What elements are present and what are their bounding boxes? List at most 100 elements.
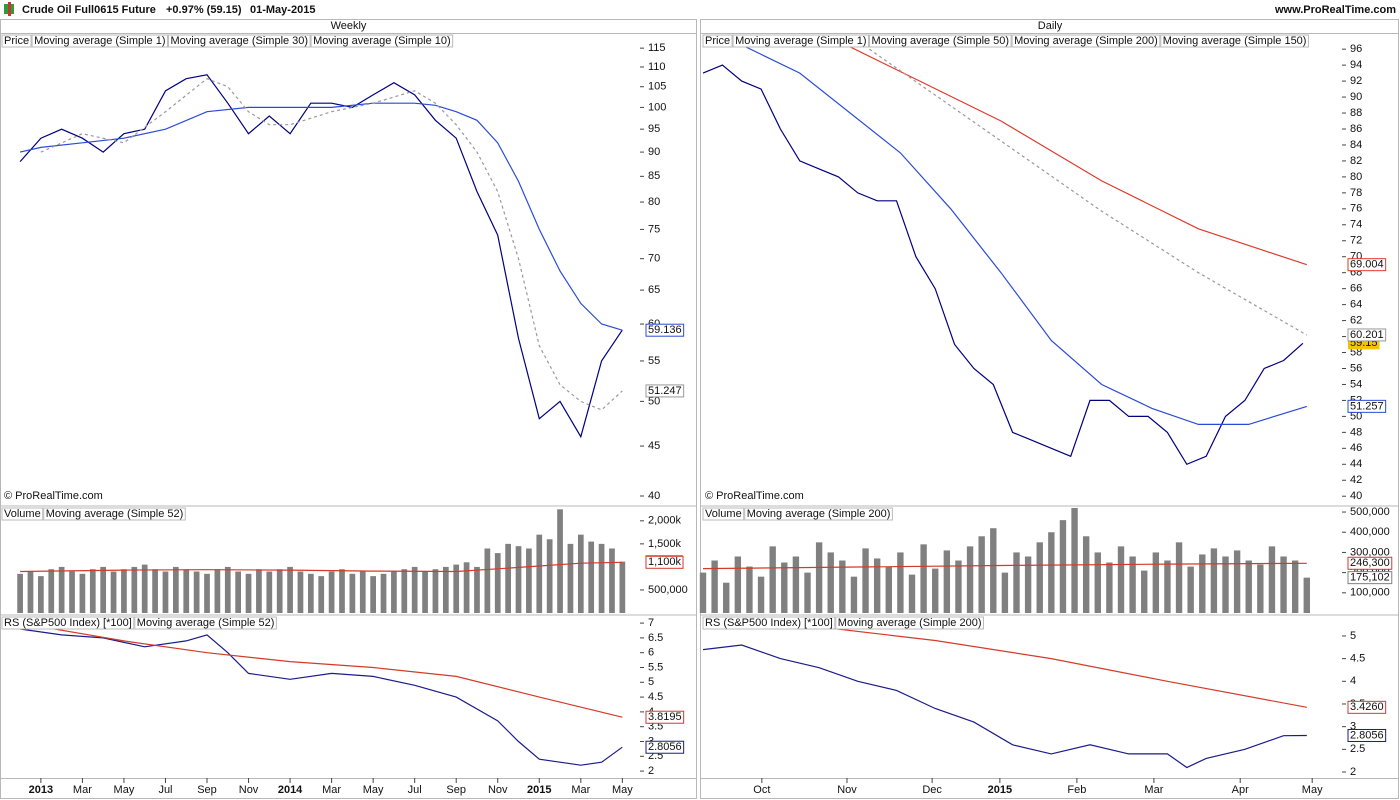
volume-bar: [990, 528, 997, 613]
y-tick-label: 94: [1350, 59, 1362, 71]
y-tick-label: 7: [648, 617, 654, 629]
y-tick-label: 74: [1350, 219, 1362, 231]
volume-bar: [1071, 508, 1078, 613]
volume-bar: [235, 571, 242, 613]
last-value-box: [645, 740, 685, 754]
legend-label: Moving average (Simple 52): [46, 508, 184, 520]
series-line: [869, 48, 1308, 336]
y-tick-label: 500,000: [648, 584, 688, 596]
legend-label: Volume: [705, 508, 742, 520]
volume-bar: [27, 571, 34, 613]
volume-bar: [1268, 546, 1276, 613]
volume-bar: [297, 571, 304, 613]
volume-bar: [453, 564, 460, 613]
volume-bar: [411, 566, 418, 613]
last-value-label: 3.8195: [648, 711, 682, 723]
instrument: Crude Oil Full0615 Future: [22, 4, 156, 16]
y-tick-label: 95: [648, 123, 660, 135]
volume-bar: [908, 574, 916, 613]
x-tick-label: 2015: [527, 784, 551, 796]
volume-bar: [769, 546, 776, 613]
x-tick-label: Mar: [73, 784, 92, 796]
volume-bar: [131, 566, 138, 613]
watermark: © ProRealTime.com: [705, 490, 804, 502]
volume-bar: [380, 573, 387, 613]
volume-bar: [48, 569, 55, 613]
volume-bar: [1082, 536, 1090, 613]
last-value-box: [645, 555, 684, 569]
volume-bar: [1175, 542, 1183, 613]
y-tick-label: 54: [1350, 378, 1362, 390]
volume-bar: [839, 560, 846, 613]
x-tick-label: May: [363, 784, 384, 796]
last-value-box: [645, 384, 685, 398]
last-value-label: 59.136: [648, 324, 682, 336]
legend-box: [702, 616, 836, 630]
last-value-label: 60.201: [1350, 329, 1384, 341]
volume-bar: [193, 571, 200, 613]
volume-bar: [567, 543, 574, 613]
volume-bar: [432, 569, 439, 613]
y-tick-label: 2: [648, 765, 654, 777]
y-tick-label: 2,000k: [648, 515, 682, 527]
x-tick-label: Nov: [837, 784, 857, 796]
volume-bar: [224, 566, 231, 613]
legend-label: Moving average (Simple 200): [838, 617, 982, 629]
y-tick-label: 58: [1350, 346, 1362, 358]
y-tick-label: 1,500k: [648, 538, 682, 550]
series-line: [19, 102, 623, 331]
y-tick-label: 4.5: [1350, 653, 1365, 665]
legend-box: [732, 34, 870, 48]
volume-bar: [422, 571, 428, 613]
last-value-box: [1347, 556, 1393, 570]
legend-box: [134, 616, 277, 630]
series-line: [19, 74, 623, 439]
x-tick-label: Sep: [197, 784, 217, 796]
series-line: [702, 644, 1307, 769]
y-tick-label: 62: [1350, 314, 1362, 326]
x-tick-label: Jul: [158, 784, 172, 796]
series-line: [20, 561, 623, 573]
last-value-label: 2.8056: [648, 741, 682, 753]
change: +0.97% (59.15): [166, 4, 242, 16]
legend-label: Volume: [4, 508, 41, 520]
volume-bar: [746, 566, 753, 613]
volume-bar: [287, 566, 293, 613]
y-tick-label: 42: [1350, 474, 1362, 486]
volume-bar: [58, 566, 65, 613]
legend-label: Price: [4, 35, 29, 47]
volume-bar: [141, 564, 148, 613]
volume-bar: [245, 573, 252, 613]
volume-bar: [307, 573, 314, 613]
legend-box: [310, 34, 454, 48]
y-tick-label: 64: [1350, 299, 1362, 311]
y-tick-label: 75: [648, 223, 660, 235]
volume-bar: [978, 536, 985, 613]
series-line: [838, 40, 1307, 266]
last-value-label: 51.257: [1350, 400, 1384, 412]
y-tick-label: 78: [1350, 187, 1362, 199]
x-tick-label: 2014: [278, 784, 303, 796]
legend-box: [43, 507, 186, 521]
volume-bar: [173, 566, 179, 613]
y-tick-label: 56: [1350, 362, 1362, 374]
volume-bar: [266, 571, 273, 613]
volume-bar: [1303, 577, 1310, 613]
y-tick-label: 55: [648, 355, 660, 367]
volume-bar: [89, 569, 96, 613]
volume-bar: [827, 552, 834, 613]
volume-bar: [515, 546, 522, 613]
watermark: © ProRealTime.com: [4, 490, 103, 502]
y-tick-label: 88: [1350, 107, 1362, 119]
y-tick-label: 5.5: [648, 661, 663, 673]
y-tick-label: 66: [1350, 283, 1362, 295]
legend-label: Moving average (Simple 200): [747, 508, 891, 520]
legend-box: [702, 507, 745, 521]
volume-bar: [38, 576, 44, 613]
volume-bar: [69, 571, 75, 613]
x-tick-label: Nov: [239, 784, 259, 796]
x-tick-label: 2015: [988, 784, 1012, 796]
legend-label: RS (S&P500 Index) [*100]: [705, 617, 833, 629]
volume-bar: [339, 569, 345, 613]
volume-bar: [256, 569, 262, 613]
